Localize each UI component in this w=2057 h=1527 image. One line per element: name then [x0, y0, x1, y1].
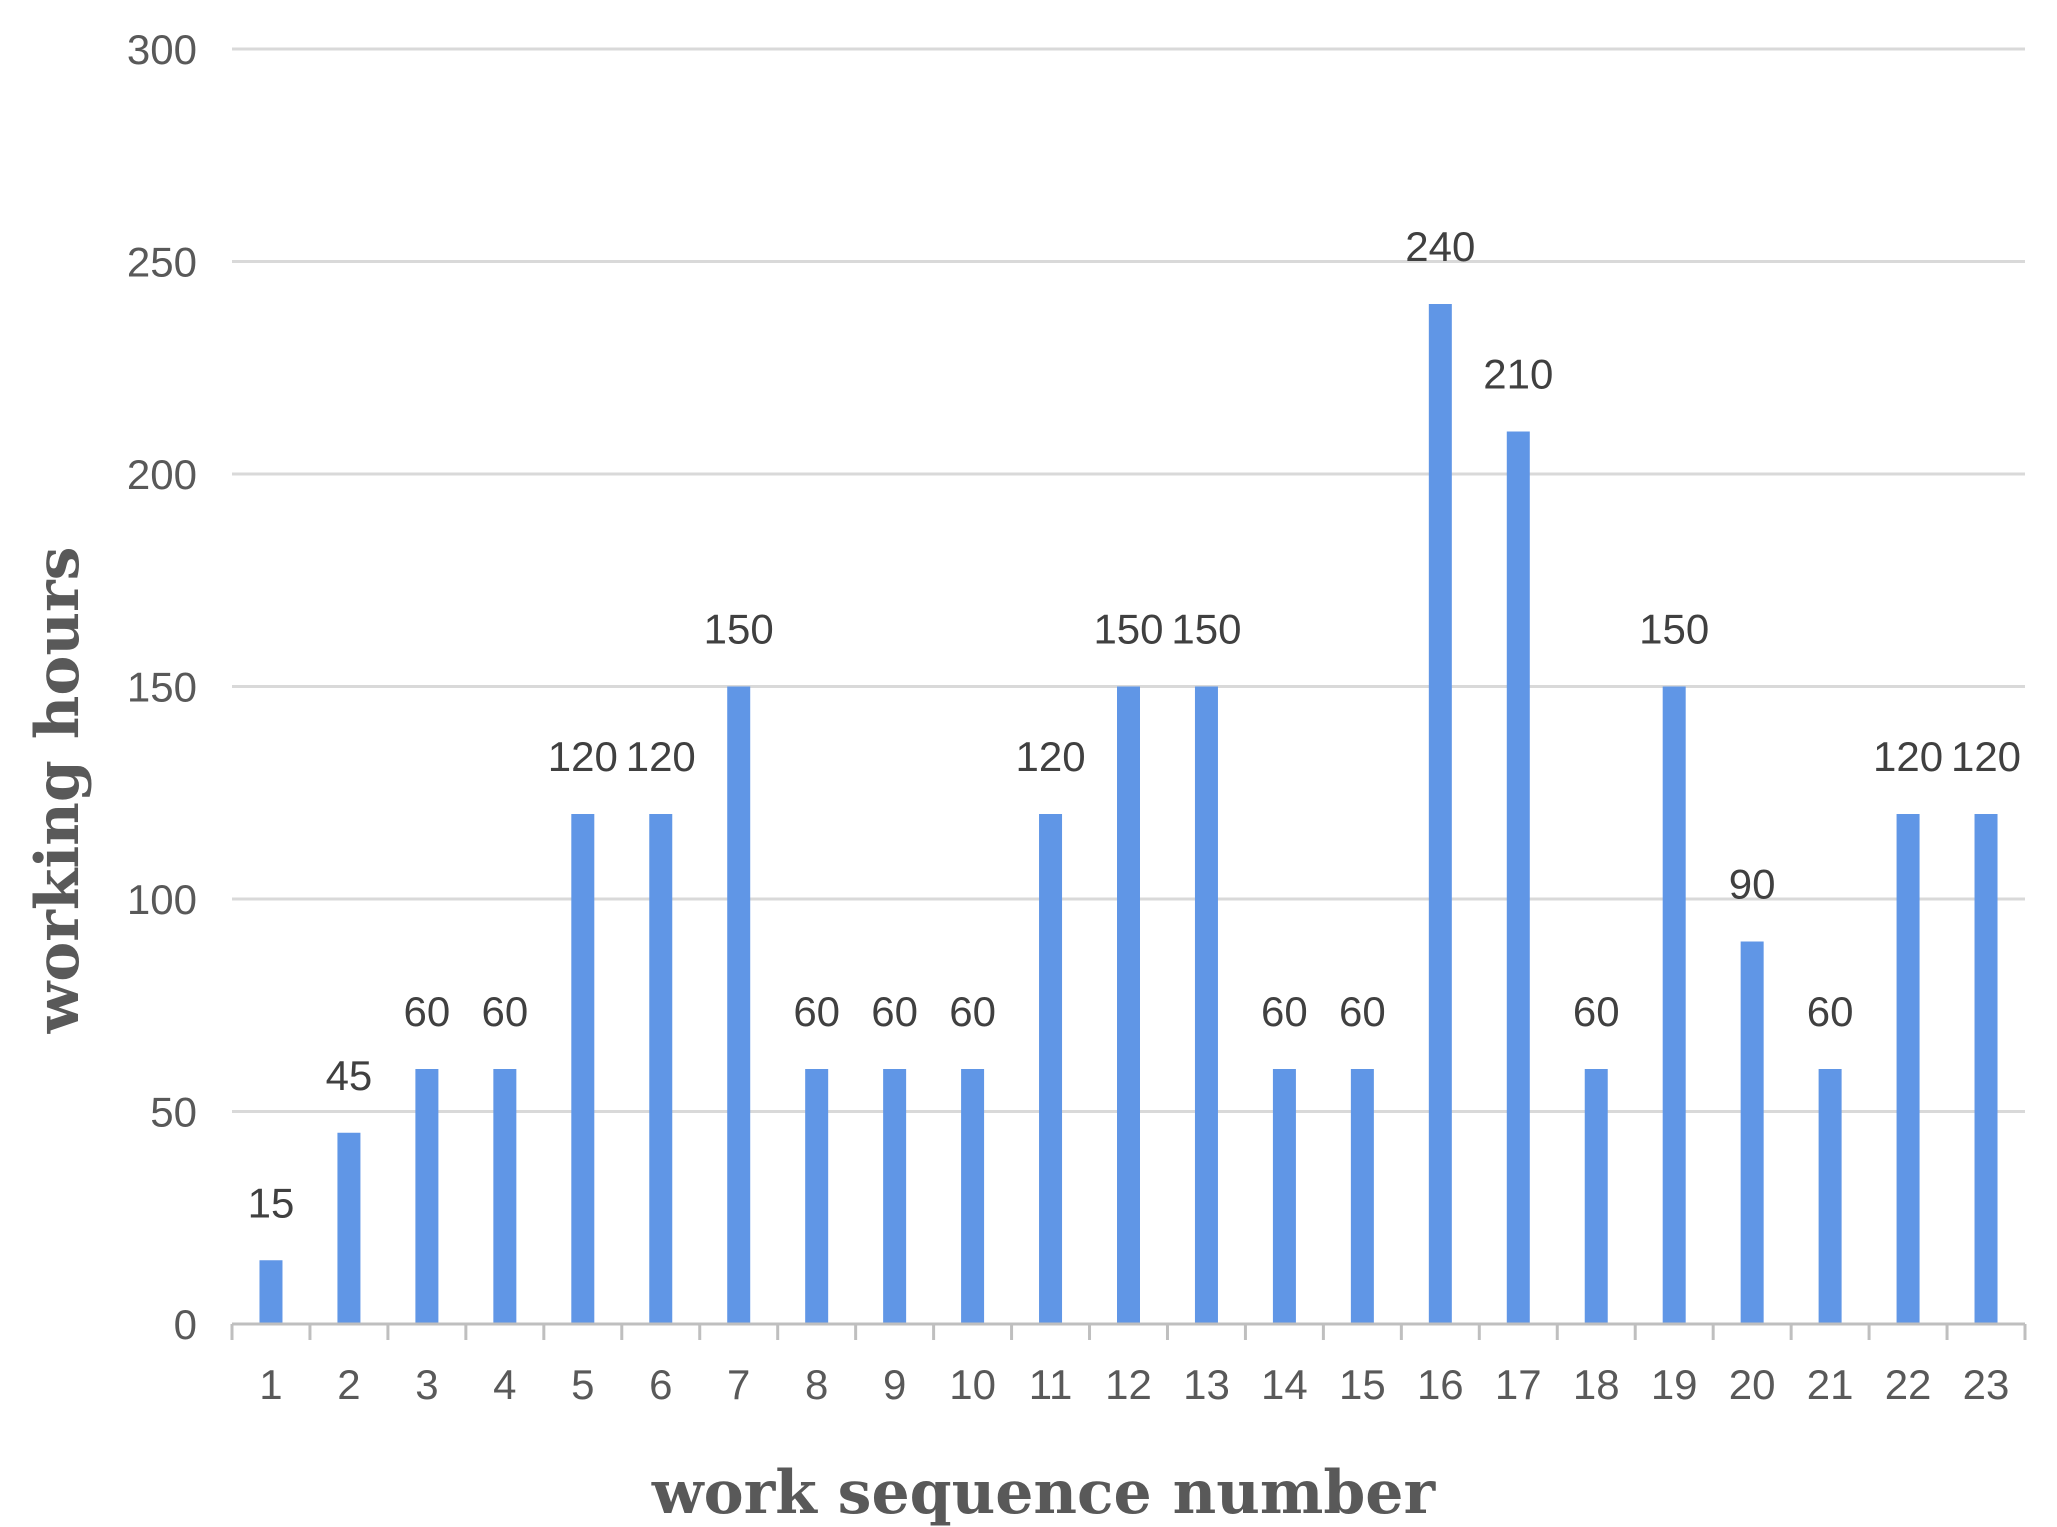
bar	[805, 1069, 829, 1324]
x-axis-title: work sequence number	[651, 1458, 1437, 1527]
bar	[1039, 814, 1063, 1324]
data-label: 120	[548, 733, 618, 780]
bar	[1272, 1069, 1296, 1324]
bars	[259, 304, 1998, 1324]
bar	[493, 1069, 517, 1324]
data-label: 150	[1171, 606, 1241, 653]
x-axis	[230, 1322, 2027, 1340]
bar	[961, 1069, 985, 1324]
x-tick-label: 1	[259, 1361, 282, 1408]
data-label: 120	[1016, 733, 1086, 780]
x-tick-label: 19	[1651, 1361, 1698, 1408]
x-tick-label: 18	[1573, 1361, 1620, 1408]
data-label: 60	[404, 988, 451, 1035]
data-label: 45	[326, 1052, 373, 1099]
x-tick-label: 8	[805, 1361, 828, 1408]
data-label: 60	[871, 988, 918, 1035]
bar	[1350, 1069, 1374, 1324]
x-tick-label: 15	[1339, 1361, 1386, 1408]
bar	[259, 1260, 283, 1324]
x-tick-label: 11	[1029, 1361, 1073, 1408]
bar	[415, 1069, 439, 1324]
y-tick-labels: 0 50 100 150 200 250 300	[127, 26, 197, 1348]
x-tick-label: 7	[727, 1361, 750, 1408]
x-tick-label: 22	[1885, 1361, 1932, 1408]
data-label: 240	[1405, 223, 1475, 270]
bar	[1818, 1069, 1842, 1324]
bar	[1117, 686, 1140, 1324]
data-label: 60	[793, 988, 840, 1035]
y-axis-title: working hours	[23, 547, 93, 1035]
data-label: 150	[704, 606, 774, 653]
data-label: 60	[949, 988, 996, 1035]
x-tick-label: 14	[1261, 1361, 1308, 1408]
x-tick-label: 10	[949, 1361, 996, 1408]
bar	[1662, 686, 1686, 1324]
data-label: 120	[626, 733, 696, 780]
x-tick-label: 23	[1963, 1361, 2010, 1408]
data-label: 60	[1339, 988, 1386, 1035]
bar	[1584, 1069, 1608, 1324]
bar	[337, 1132, 361, 1324]
x-tick-label: 2	[337, 1361, 360, 1408]
x-tick-label: 6	[649, 1361, 672, 1408]
data-label: 15	[248, 1179, 295, 1226]
x-tick-label: 20	[1729, 1361, 1776, 1408]
data-label: 120	[1951, 733, 2021, 780]
x-tick-label: 4	[493, 1361, 516, 1408]
x-tick-label: 5	[571, 1361, 594, 1408]
bar	[1974, 814, 1998, 1324]
data-label: 210	[1483, 351, 1553, 398]
x-tick-labels: 1 2 3 4 5 6 7 8 9 10 11 12 13 14 15 16 17 18 19 20 21 22 23	[259, 1361, 2009, 1408]
data-label: 60	[1573, 988, 1620, 1035]
data-label: 150	[1639, 606, 1709, 653]
data-label: 60	[1807, 988, 1854, 1035]
data-label: 90	[1729, 861, 1776, 908]
x-tick-label: 21	[1807, 1361, 1854, 1408]
y-tick-label: 0	[174, 1301, 197, 1348]
data-label: 150	[1093, 606, 1163, 653]
y-tick-label: 150	[127, 664, 197, 711]
x-tick-label: 16	[1417, 1361, 1464, 1408]
bar	[883, 1069, 907, 1324]
bar	[1506, 431, 1530, 1324]
y-tick-label: 100	[127, 876, 197, 923]
data-label: 60	[1261, 988, 1308, 1035]
y-tick-label: 50	[150, 1089, 197, 1136]
bar	[1428, 304, 1452, 1324]
x-tick-label: 9	[883, 1361, 906, 1408]
y-tick-label: 200	[127, 451, 197, 498]
bar	[1896, 814, 1920, 1324]
bar	[571, 814, 595, 1324]
data-label: 60	[481, 988, 528, 1035]
x-tick-label: 13	[1183, 1361, 1230, 1408]
x-tick-label: 12	[1105, 1361, 1152, 1408]
bar	[1740, 941, 1764, 1324]
x-tick-label: 17	[1495, 1361, 1542, 1408]
y-tick-label: 250	[127, 239, 197, 286]
bar	[649, 814, 673, 1324]
data-label: 120	[1873, 733, 1943, 780]
bar	[727, 686, 751, 1324]
y-tick-label: 300	[127, 26, 197, 73]
bar	[1194, 686, 1218, 1324]
x-tick-label: 3	[415, 1361, 438, 1408]
